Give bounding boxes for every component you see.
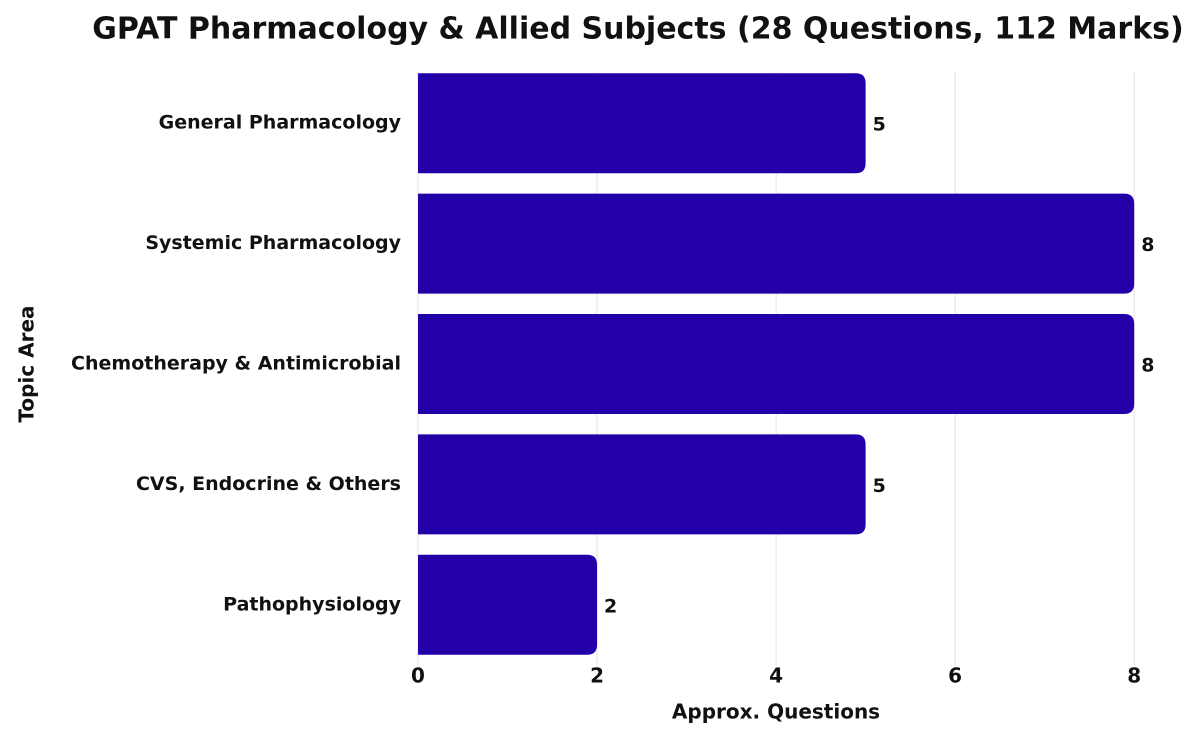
bar <box>418 314 1135 414</box>
x-tick-label: 4 <box>769 664 783 688</box>
y-tick-label: Chemotherapy & Antimicrobial <box>71 353 401 375</box>
chart-title: GPAT Pharmacology & Allied Subjects (28 … <box>92 12 1183 47</box>
x-tick-label: 6 <box>948 664 962 688</box>
y-tick-label: Pathophysiology <box>223 593 401 615</box>
bar <box>418 73 866 174</box>
value-label: 8 <box>1141 234 1154 256</box>
y-axis-label: Topic Area <box>15 305 39 422</box>
y-tick-label: Systemic Pharmacology <box>145 232 401 254</box>
x-tick-label: 0 <box>411 664 425 688</box>
y-tick-label: CVS, Endocrine & Others <box>136 473 401 495</box>
value-label: 5 <box>873 475 886 497</box>
bar <box>418 554 598 655</box>
x-axis-label: Approx. Questions <box>672 700 880 724</box>
value-label: 5 <box>873 114 886 136</box>
x-tick-label: 2 <box>590 664 604 688</box>
value-label: 2 <box>604 595 617 617</box>
bar <box>418 193 1135 294</box>
x-tick-label: 8 <box>1127 664 1141 688</box>
y-tick-label: General Pharmacology <box>159 112 402 134</box>
bar <box>418 434 866 535</box>
value-label: 8 <box>1141 355 1154 377</box>
